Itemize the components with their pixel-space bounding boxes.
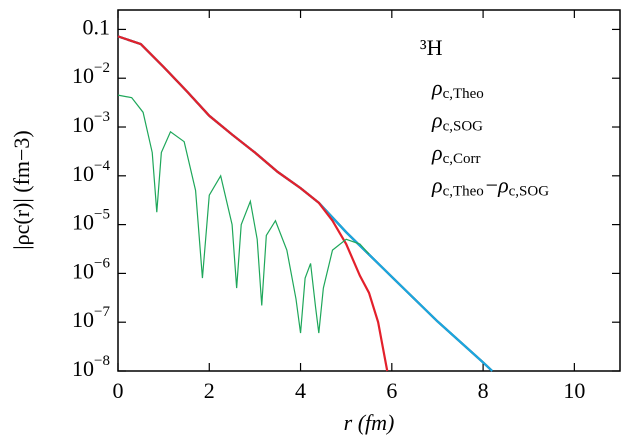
legend-entry: ρc,Theo (431, 75, 486, 102)
y-tick-label: 10−7 (72, 305, 110, 333)
x-tick-label: 10 (563, 378, 585, 403)
x-axis-label: r (fm) (344, 410, 395, 435)
y-tick-label: 10−3 (72, 109, 110, 137)
legend-entry: ρc,Theo −ρc,SOG (431, 173, 551, 200)
legend-entry: ρc,Corr (431, 140, 482, 167)
series-line (117, 35, 389, 372)
x-tick-label: 2 (204, 378, 215, 403)
y-tick-label: 10−8 (72, 353, 110, 381)
y-tick-label: 10−5 (72, 207, 110, 235)
y-axis-label: |ρc(r)| (fm−3) (9, 130, 34, 250)
y-tick-label: 10−2 (72, 61, 110, 89)
x-tick-label: 4 (295, 378, 306, 403)
x-tick-label: 6 (386, 378, 397, 403)
x-tick-label: 8 (478, 378, 489, 403)
series-line (117, 94, 370, 334)
y-tick-label: 10−6 (72, 256, 110, 284)
plot-frame (117, 9, 621, 372)
x-tick-label: 0 (113, 378, 124, 403)
y-tick-label: 0.1 (83, 14, 111, 39)
annotation: ³H (420, 35, 443, 60)
y-tick-label: 10−4 (72, 158, 110, 186)
legend-entry: ρc,SOG (431, 108, 485, 135)
